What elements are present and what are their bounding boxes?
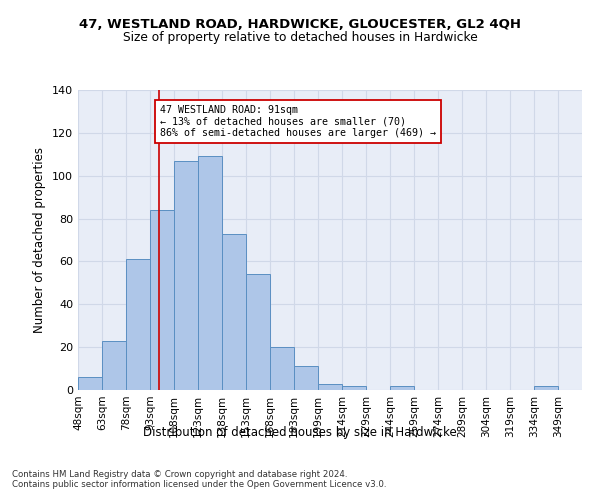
Bar	[342, 386, 366, 390]
Bar	[150, 210, 174, 390]
Text: Contains HM Land Registry data © Crown copyright and database right 2024.: Contains HM Land Registry data © Crown c…	[12, 470, 347, 479]
Bar	[126, 260, 150, 390]
Text: Distribution of detached houses by size in Hardwicke: Distribution of detached houses by size …	[143, 426, 457, 439]
Text: Size of property relative to detached houses in Hardwicke: Size of property relative to detached ho…	[122, 31, 478, 44]
Bar	[390, 386, 414, 390]
Bar	[318, 384, 342, 390]
Text: 47 WESTLAND ROAD: 91sqm
← 13% of detached houses are smaller (70)
86% of semi-de: 47 WESTLAND ROAD: 91sqm ← 13% of detache…	[160, 105, 436, 138]
Text: Contains public sector information licensed under the Open Government Licence v3: Contains public sector information licen…	[12, 480, 386, 489]
Text: 47, WESTLAND ROAD, HARDWICKE, GLOUCESTER, GL2 4QH: 47, WESTLAND ROAD, HARDWICKE, GLOUCESTER…	[79, 18, 521, 30]
Bar	[270, 347, 294, 390]
Bar	[198, 156, 222, 390]
Bar	[174, 160, 198, 390]
Bar	[534, 386, 558, 390]
Bar	[246, 274, 270, 390]
Bar	[222, 234, 246, 390]
Bar	[102, 340, 126, 390]
Bar	[294, 366, 318, 390]
Bar	[78, 377, 102, 390]
Y-axis label: Number of detached properties: Number of detached properties	[34, 147, 46, 333]
